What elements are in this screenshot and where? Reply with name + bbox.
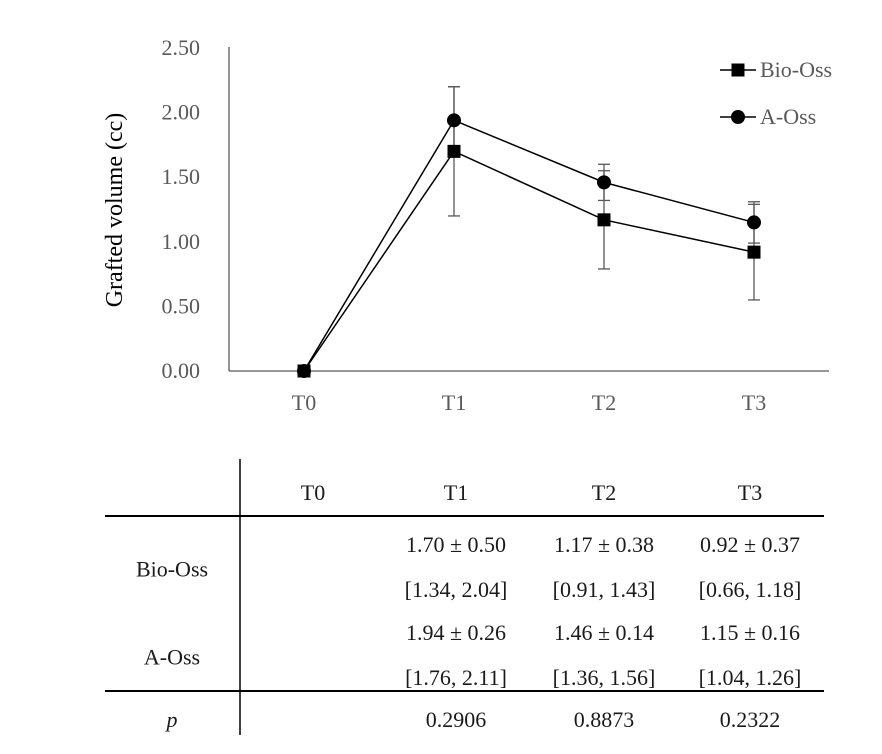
table-p-value: 0.2322 [720, 707, 781, 732]
table-cell-ci: [1.34, 2.04] [405, 577, 508, 602]
table-cell-ci: [0.91, 1.43] [553, 577, 656, 602]
legend: Bio-Oss A-Oss [720, 57, 832, 129]
y-tick-label: 2.00 [162, 100, 201, 125]
table-cell-mean-sd: 0.92 ± 0.37 [700, 532, 800, 557]
x-tick-label: T1 [442, 390, 466, 415]
table-p-value: 0.8873 [574, 707, 635, 732]
table-cell-mean-sd: 1.17 ± 0.38 [554, 532, 654, 557]
table-p-value: 0.2906 [426, 707, 487, 732]
y-tick-label: 1.50 [162, 164, 201, 189]
table-group-label: A-Oss [144, 645, 200, 670]
legend-label: Bio-Oss [760, 57, 832, 82]
table-cell-ci: [0.66, 1.18] [699, 577, 802, 602]
line-chart: Grafted volume (cc) 0.00 0.50 1.00 1.50 2.00… [102, 35, 832, 415]
y-tick-label: 1.00 [162, 229, 201, 254]
table-cell-ci: [1.76, 2.11] [405, 665, 507, 690]
table-cell-ci: [1.36, 1.56] [553, 665, 656, 690]
table-cell-mean-sd: 1.70 ± 0.50 [406, 532, 506, 557]
y-tick-label: 0.00 [162, 358, 201, 383]
y-tick-label: 0.50 [162, 293, 201, 318]
table-cell-mean-sd: 1.46 ± 0.14 [554, 620, 654, 645]
series-line-bio-oss [303, 150, 755, 372]
legend-marker-square [731, 63, 745, 77]
table-group-label: Bio-Oss [136, 557, 208, 582]
marker-square [447, 144, 461, 158]
table-header-cell: T0 [301, 480, 325, 505]
table-header-cell: T3 [738, 480, 762, 505]
marker-square [747, 245, 761, 259]
table-cell-ci: [1.04, 1.26] [699, 665, 802, 690]
x-tick-label: T2 [592, 390, 616, 415]
y-tick-label: 2.50 [162, 35, 201, 60]
table-header-cell: T2 [592, 480, 616, 505]
table-p-label: p [165, 707, 178, 732]
table-header-cell: T1 [444, 480, 468, 505]
marker-circle [447, 113, 461, 128]
series-line-a-oss [303, 119, 755, 372]
marker-square [597, 213, 611, 227]
x-tick-label: T3 [742, 390, 766, 415]
marker-circle [597, 175, 611, 190]
marker-circle [747, 215, 761, 230]
table-cell-mean-sd: 1.94 ± 0.26 [406, 620, 506, 645]
y-axis-label: Grafted volume (cc) [102, 113, 128, 308]
marker-circle [297, 364, 311, 378]
x-tick-label: T0 [292, 390, 316, 415]
legend-marker-circle [731, 110, 745, 124]
table-cell-mean-sd: 1.15 ± 0.16 [700, 620, 800, 645]
legend-label: A-Oss [760, 104, 816, 129]
